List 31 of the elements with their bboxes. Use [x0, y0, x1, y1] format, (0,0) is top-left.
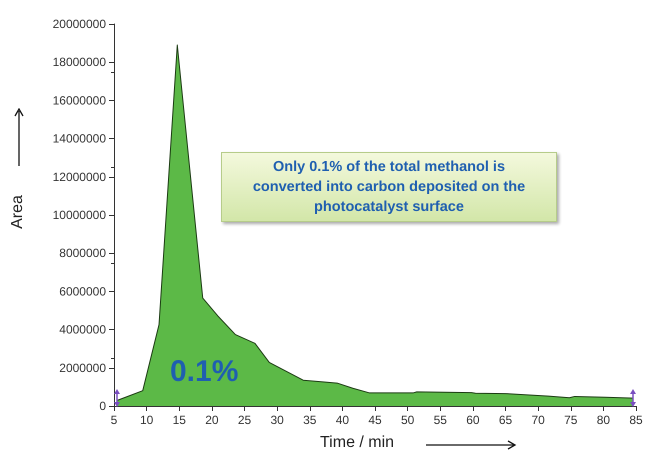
y-tick-label: 6000000 — [59, 284, 106, 298]
y-tick-label: 18000000 — [52, 55, 106, 70]
y-tick-label: 14000000 — [52, 132, 106, 146]
y-tick-label: 4000000 — [59, 322, 106, 337]
x-tick-label: 10 — [140, 413, 154, 427]
y-tick-label: 8000000 — [59, 246, 106, 260]
x-tick-label: 30 — [270, 413, 284, 427]
y-tick-label: 10000000 — [52, 208, 106, 222]
x-axis-title: Time / min — [320, 434, 394, 452]
x-tick-label: 55 — [434, 413, 448, 427]
x-tick-label: 50 — [400, 413, 415, 427]
x-tick-label: 20 — [205, 413, 219, 427]
y-tick-label: 2000000 — [59, 360, 106, 375]
y-tick-label: 0 — [99, 399, 106, 413]
x-tick-label: 40 — [336, 413, 350, 427]
x-tick-label: 65 — [498, 413, 512, 427]
y-tick-label: 12000000 — [52, 170, 106, 184]
y-tick-label: 20000000 — [52, 17, 106, 31]
x-tick-label: 15 — [172, 413, 186, 427]
x-tick-label: 5 — [110, 413, 118, 427]
x-tick-label: 75 — [564, 413, 578, 427]
x-tick-label: 85 — [629, 413, 643, 427]
x-tick-label: 35 — [303, 413, 317, 427]
y-tick-label: 16000000 — [52, 93, 106, 108]
x-tick-label: 25 — [238, 413, 252, 427]
x-tick-label: 60 — [466, 413, 480, 427]
y-axis-title: Area — [9, 194, 27, 231]
x-tick-label: 70 — [531, 413, 546, 427]
x-tick-label: 45 — [368, 413, 382, 427]
x-tick-label: 80 — [596, 413, 610, 427]
annotation: 0.1% — [170, 355, 238, 389]
